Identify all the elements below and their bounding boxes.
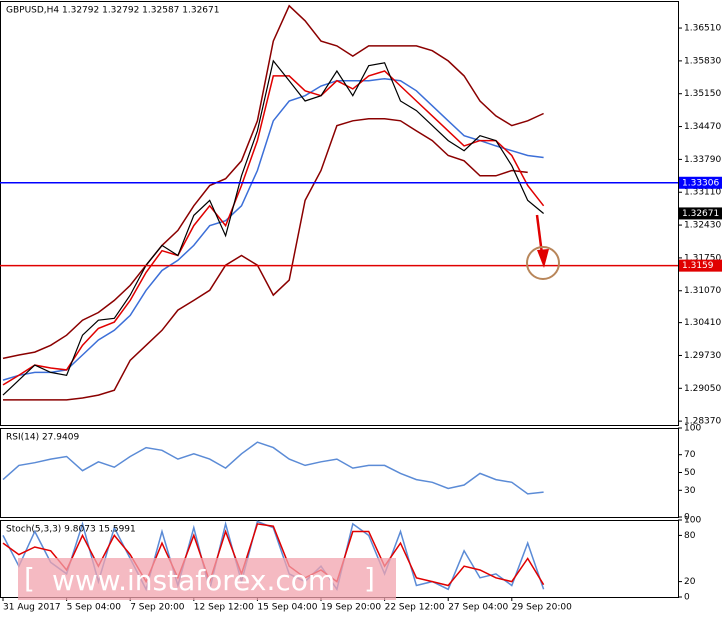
level-tag-label: 1.3159 [682,261,714,271]
target-circle [526,246,560,280]
watermark-bracket: [ [24,562,35,595]
y-tick-label: 1.30410 [684,318,721,328]
panel-title: GBPUSD,H4 1.32792 1.32792 1.32587 1.3267… [6,6,219,16]
series-line [2,4,544,360]
y-tick-label: 50 [684,468,696,478]
x-tick-label: 15 Sep 04:00 [257,603,317,613]
watermark-bg [18,558,396,600]
y-tick-label: 80 [684,531,696,541]
last-price-tag [679,207,722,220]
y-tick-label: 20 [684,577,696,587]
y-tick-label: 1.34470 [684,122,721,132]
y-tick-label: 1.29050 [684,384,721,394]
y-tick-label: 1.35830 [684,56,721,66]
x-tick-label: 12 Sep 12:00 [194,603,254,613]
series-line [2,441,544,495]
x-tick-label: 5 Sep 04:00 [67,603,122,613]
x-tick-label: 31 Aug 2017 [3,603,61,613]
y-tick-label: 0 [684,513,690,523]
x-tick-label: 19 Sep 20:00 [321,603,381,613]
y-tick-label: 1.33110 [684,188,721,198]
panel-title: RSI(14) 27.9409 [6,433,79,443]
panel-title: Stoch(5,3,3) 9.8073 15.5991 [6,525,136,535]
series-line [2,59,544,396]
forecast-arrowhead [537,249,549,268]
y-tick-label: 1.28370 [684,417,721,427]
y-tick-label: 1.32430 [684,221,721,231]
series-line [2,523,545,587]
level-tag [679,176,722,189]
panel-frame [0,1,679,426]
x-tick-label: 7 Sep 20:00 [130,603,185,613]
series-line [2,70,545,386]
y-tick-label: 30 [684,486,696,496]
y-tick-label: 1.36510 [684,24,721,34]
series-line [2,77,544,381]
y-tick-label: 1.29730 [684,351,721,361]
series-line [3,118,528,401]
watermark-box: [ ] www.instaforex.com [18,558,396,600]
y-tick-label: 1.35150 [684,89,721,99]
watermark-bracket: ] [364,562,375,595]
y-tick-label: 1.33790 [684,155,721,165]
last-price-label: 1.32671 [682,209,719,219]
x-tick-label: 22 Sep 12:00 [385,603,445,613]
y-tick-label: 100 [684,516,701,526]
x-tick-label: 27 Sep 04:00 [448,603,508,613]
level-tag [679,259,722,272]
watermark-text: www.instaforex.com [52,564,335,597]
x-tick-label: 29 Sep 20:00 [512,603,572,613]
y-tick-label: 100 [684,424,701,434]
y-tick-label: 1.31750 [684,253,721,263]
y-tick-label: 0 [684,593,690,603]
y-tick-label: 1.31070 [684,286,721,296]
level-tag-label: 1.33306 [682,178,719,188]
y-tick-label: 70 [684,450,696,460]
